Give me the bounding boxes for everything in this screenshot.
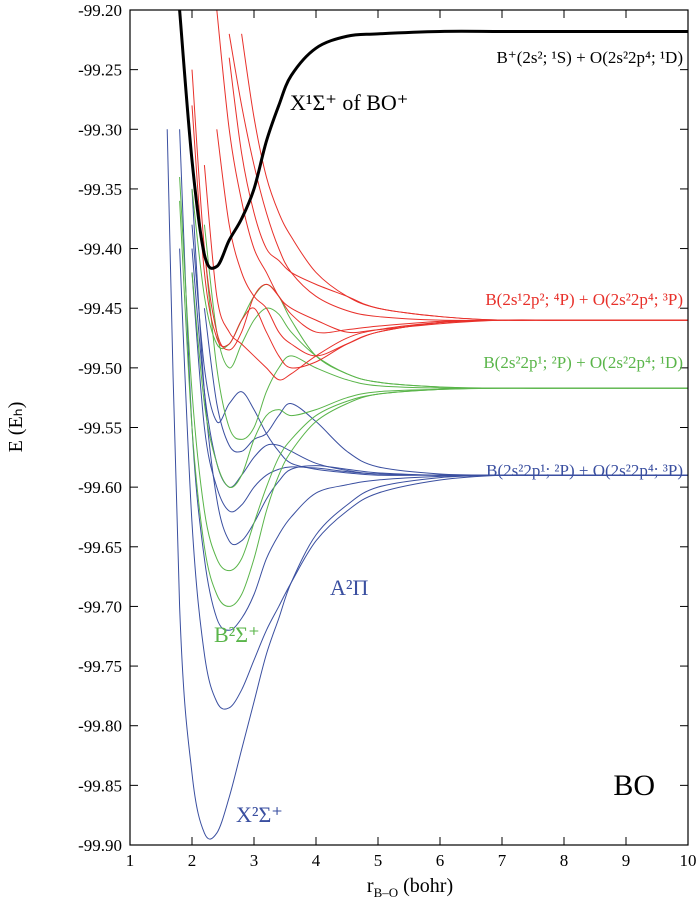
annotation: X¹Σ⁺ of BO⁺ [290, 90, 408, 115]
y-tick-label: -99.75 [78, 657, 122, 676]
annotation: B(2s²2p¹; ²P) + O(2s²2p⁴; ¹D) [483, 353, 683, 372]
y-axis-label: E (Eₕ) [5, 402, 27, 453]
x-tick-label: 8 [560, 851, 569, 870]
y-tick-label: -99.70 [78, 597, 122, 616]
plot-frame [129, 9, 689, 846]
curve [228, 33, 688, 321]
annotation: B(2s²2p¹; ²P) + O(2s²2p⁴; ³P) [486, 461, 683, 480]
curve [203, 308, 688, 476]
annotation: A²Π [330, 575, 368, 600]
annotation: B²Σ⁺ [214, 622, 260, 647]
y-tick-label: -99.30 [78, 120, 122, 139]
y-tick-label: -99.45 [78, 299, 122, 318]
annotation: B(2s¹2p²; ⁴P) + O(2s²2p⁴; ³P) [485, 290, 683, 309]
curve [203, 224, 688, 389]
y-tick-label: -99.20 [78, 1, 122, 20]
curve [203, 165, 688, 381]
x-tick-label: 9 [622, 851, 631, 870]
curve [179, 248, 688, 710]
x-tick-label: 2 [188, 851, 197, 870]
annotation: B⁺(2s²; ¹S) + O(2s²2p⁴; ¹D) [496, 48, 683, 67]
x-tick-label: 4 [312, 851, 321, 870]
x-axis-label-main: r [367, 875, 374, 897]
curve [179, 200, 688, 607]
curve [179, 176, 688, 572]
y-tick-label: -99.35 [78, 180, 122, 199]
y-tick-label: -99.50 [78, 359, 122, 378]
x-tick-label: 5 [374, 851, 383, 870]
annotation: X²Σ⁺ [236, 802, 283, 827]
curve [178, 10, 688, 270]
x-tick-label: 6 [436, 851, 445, 870]
y-tick-label: -99.65 [78, 538, 122, 557]
y-tick-label: -99.80 [78, 717, 122, 736]
y-tick-label: -99.60 [78, 478, 122, 497]
x-tick-label: 10 [680, 851, 697, 870]
x-axis-label-sub: B–O [374, 885, 399, 900]
x-axis-label: rB–O (bohr) [367, 875, 453, 900]
x-tick-label: 1 [126, 851, 135, 870]
x-axis-label-unit: (bohr) [403, 875, 453, 897]
curve [166, 129, 688, 840]
curves [166, 10, 688, 840]
curve [203, 248, 688, 440]
x-tick-label: 7 [498, 851, 507, 870]
curve [216, 129, 688, 357]
curve [241, 33, 688, 321]
y-tick-label: -99.40 [78, 240, 122, 259]
y-tick-label: -99.25 [78, 61, 122, 80]
y-tick-label: -99.85 [78, 776, 122, 795]
y-tick-label: -99.90 [78, 836, 122, 855]
x-tick-label: 3 [250, 851, 259, 870]
y-tick-label: -99.55 [78, 419, 122, 438]
curve [179, 129, 688, 631]
curve [191, 224, 688, 476]
curve [228, 57, 688, 321]
annotation: BO [613, 769, 655, 802]
